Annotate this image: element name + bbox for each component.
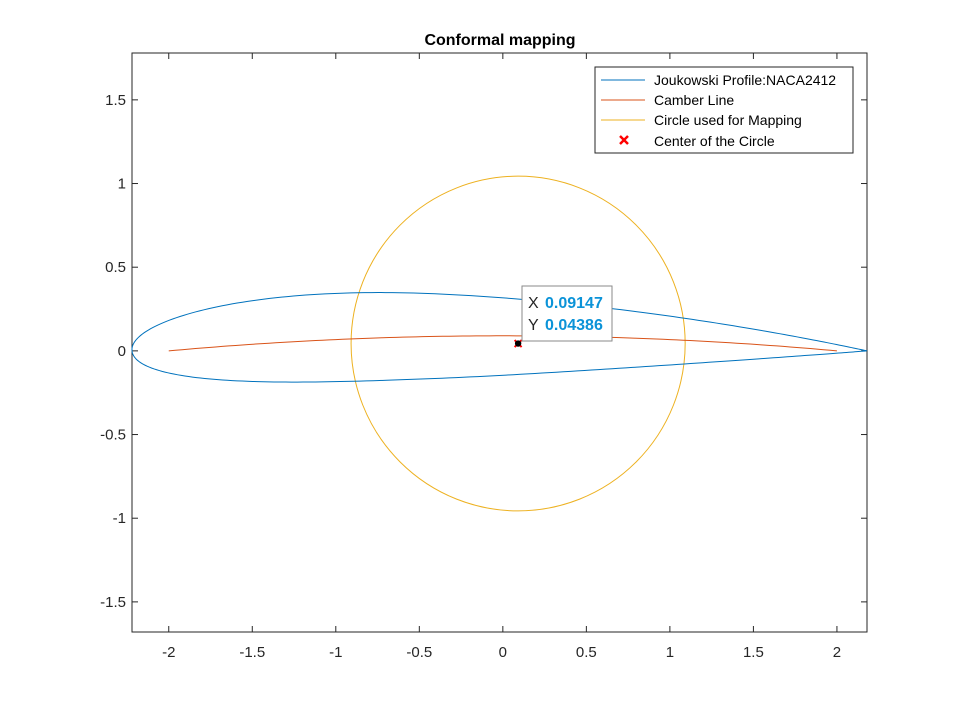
x-tick-label: 2 xyxy=(833,644,841,661)
y-tick-label: -0.5 xyxy=(100,427,126,444)
datatip[interactable]: X 0.09147 Y 0.04386 xyxy=(521,285,613,342)
y-tick-label: -1 xyxy=(113,510,126,527)
y-tick-label: 1 xyxy=(118,176,126,193)
legend-label-camber: Camber Line xyxy=(654,92,734,108)
datatip-x-value: 0.09147 xyxy=(545,295,603,312)
y-tick-label: 0 xyxy=(118,343,126,360)
y-tick-label: 1.5 xyxy=(105,92,126,109)
series-circle-line xyxy=(350,175,686,512)
chart-title: Conformal mapping xyxy=(424,32,575,49)
series-profile-line xyxy=(131,292,868,383)
y-tick-label: 0.5 xyxy=(105,259,126,276)
x-tick-label: -2 xyxy=(162,644,175,661)
legend-label-circle: Circle used for Mapping xyxy=(654,112,802,128)
plot-area xyxy=(131,175,868,512)
x-tick-label: 1 xyxy=(666,644,674,661)
y-tick-label: -1.5 xyxy=(100,594,126,611)
legend-marker-center-icon xyxy=(619,135,629,145)
datatip-y-value: 0.04386 xyxy=(545,317,603,334)
x-tick-label: 0 xyxy=(499,644,507,661)
x-tick-label: -1 xyxy=(329,644,342,661)
legend: Joukowski Profile:NACA2412 Camber Line C… xyxy=(594,66,854,154)
x-tick-label: -0.5 xyxy=(406,644,432,661)
legend-label-profile: Joukowski Profile:NACA2412 xyxy=(654,72,836,88)
datatip-anchor-dot[interactable] xyxy=(514,340,522,347)
datatip-x-label: X xyxy=(528,295,539,312)
datatip-y-label: Y xyxy=(528,317,539,334)
x-tick-label: 1.5 xyxy=(743,644,764,661)
x-tick-label: 0.5 xyxy=(576,644,597,661)
x-tick-label: -1.5 xyxy=(239,644,265,661)
legend-label-center: Center of the Circle xyxy=(654,133,775,149)
series-camber-line xyxy=(168,335,837,352)
axis-ticks: -2 -1.5 -1 -0.5 0 0.5 1 1.5 2 -1.5 -1 -0.5 0 0.5 1 1.5 xyxy=(100,53,867,661)
legend-box xyxy=(594,66,854,154)
datatip-box xyxy=(521,285,613,342)
